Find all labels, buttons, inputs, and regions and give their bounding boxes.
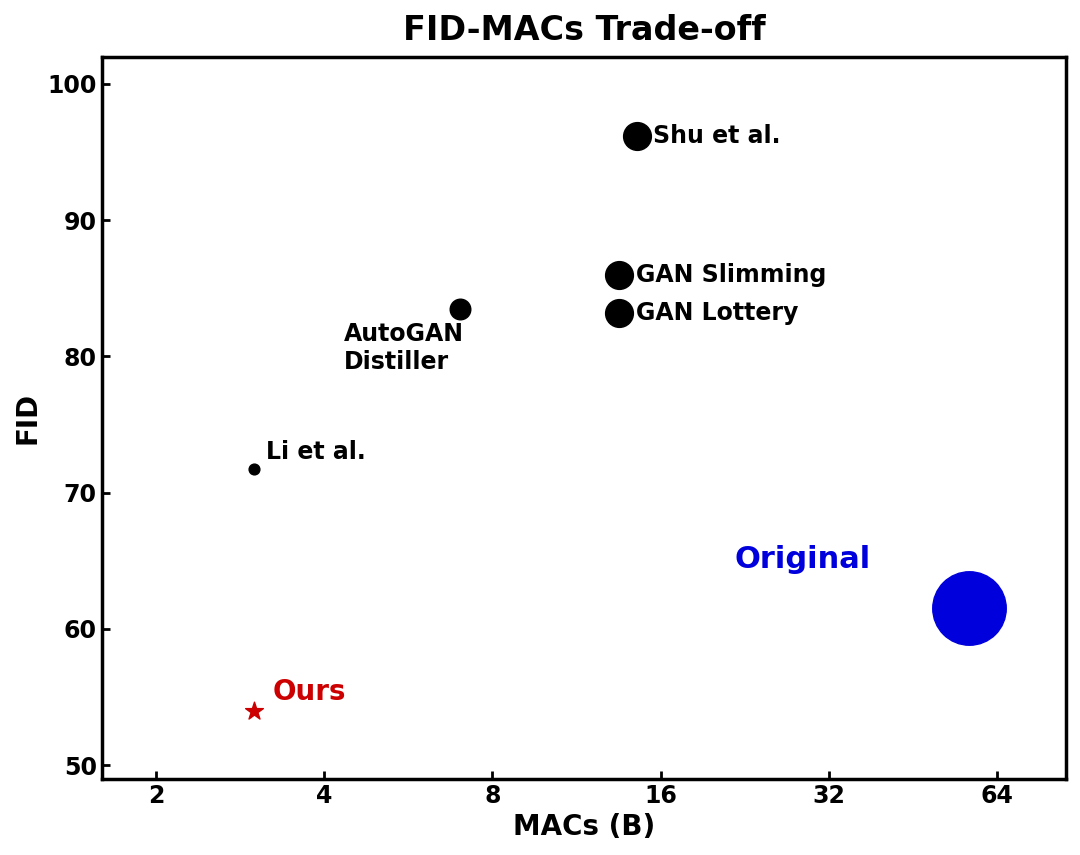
Point: [451, 302, 469, 315]
Point: [960, 602, 977, 616]
Text: Ours: Ours: [273, 679, 347, 706]
Text: GAN Lottery: GAN Lottery: [636, 301, 798, 325]
Text: GAN Slimming: GAN Slimming: [636, 262, 826, 286]
X-axis label: MACs (B): MACs (B): [513, 813, 656, 841]
Text: Li et al.: Li et al.: [266, 440, 366, 464]
Point: [611, 306, 629, 320]
Point: [245, 463, 262, 476]
Text: Original: Original: [734, 545, 870, 575]
Text: Shu et al.: Shu et al.: [653, 124, 781, 148]
Text: AutoGAN
Distiller: AutoGAN Distiller: [343, 322, 464, 374]
Point: [611, 268, 629, 281]
Point: [245, 704, 262, 717]
Point: [629, 129, 646, 143]
Y-axis label: FID: FID: [14, 392, 42, 444]
Title: FID-MACs Trade-off: FID-MACs Trade-off: [403, 14, 766, 47]
